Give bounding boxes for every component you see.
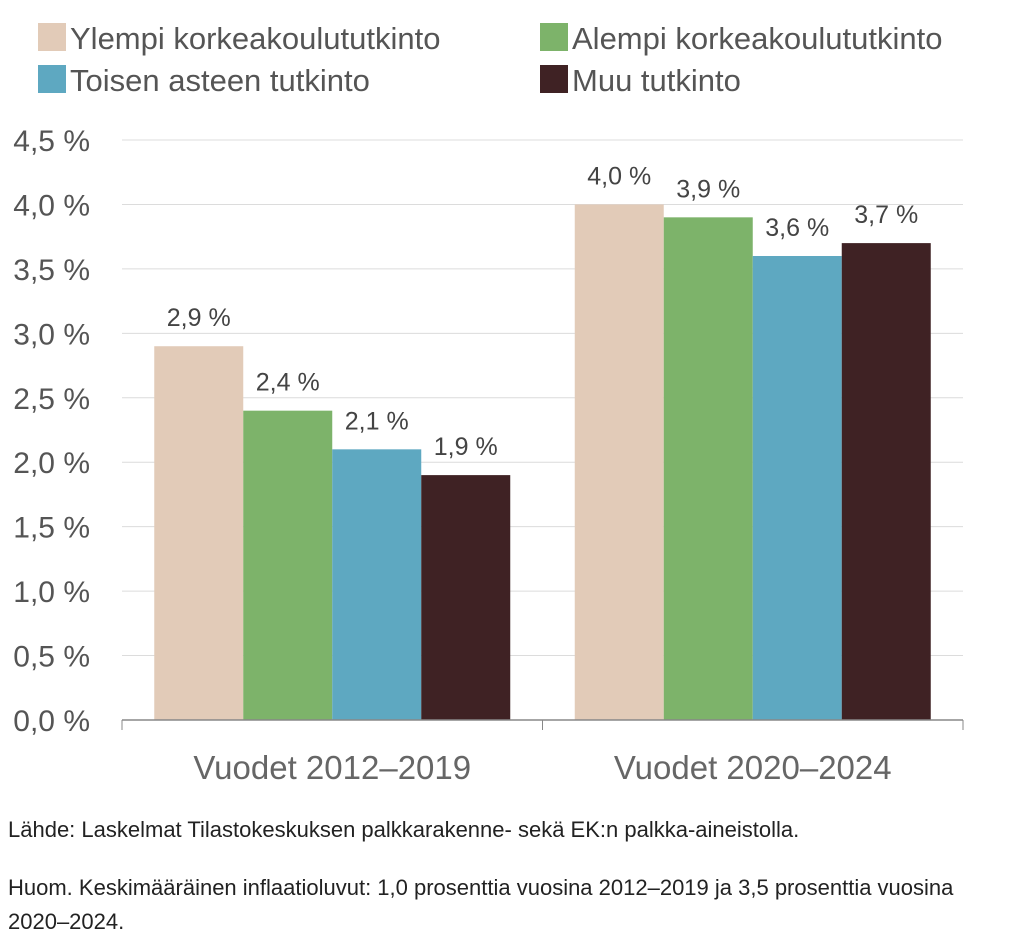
legend-swatch [540, 65, 568, 93]
legend-label: Ylempi korkeakoulututkinto [70, 21, 440, 56]
source-note: Lähde: Laskelmat Tilastokeskuksen palkka… [8, 817, 800, 842]
data-label: 1,9 % [434, 433, 498, 461]
data-label: 4,0 % [587, 162, 651, 190]
legend-label: Toisen asteen tutkinto [70, 63, 370, 98]
bar [663, 217, 753, 721]
y-tick-label: 4,0 % [13, 189, 90, 222]
data-label: 3,6 % [765, 214, 829, 242]
y-tick-label: 0,0 % [13, 705, 90, 738]
y-tick-label: 1,0 % [13, 576, 90, 609]
data-label: 2,9 % [167, 304, 231, 332]
bar [752, 256, 842, 720]
legend-label: Alempi korkeakoulututkinto [572, 21, 942, 56]
bar [421, 475, 511, 720]
y-tick-label: 1,5 % [13, 512, 90, 545]
bar-chart: 0,0 % 0,5 % 1,0 % 1,5 % 2,0 % 2,5 % 3,0 % 3,5 %… [13, 21, 964, 786]
bar [243, 410, 333, 720]
y-tick-label: 2,0 % [13, 447, 90, 480]
bar [332, 449, 422, 720]
bar [574, 204, 664, 720]
y-tick-label: 0,5 % [13, 641, 90, 674]
legend-label: Muu tutkinto [572, 63, 741, 98]
x-category-label: Vuodet 2020–2024 [614, 749, 892, 786]
legend-swatch [38, 23, 66, 51]
y-tick-label: 3,0 % [13, 318, 90, 351]
data-label: 3,7 % [854, 201, 918, 229]
data-label: 2,4 % [256, 369, 320, 397]
data-label: 3,9 % [676, 175, 740, 203]
y-tick-label: 4,5 % [13, 125, 90, 158]
y-tick-label: 3,5 % [13, 254, 90, 287]
bar [154, 346, 244, 720]
legend-swatch [540, 23, 568, 51]
legend-swatch [38, 65, 66, 93]
bar [841, 243, 931, 720]
remark-note: Huom. Keskimääräinen inflaatioluvut: 1,0… [8, 875, 954, 934]
data-label: 2,1 % [345, 407, 409, 435]
y-tick-label: 2,5 % [13, 383, 90, 416]
x-category-label: Vuodet 2012–2019 [193, 749, 471, 786]
